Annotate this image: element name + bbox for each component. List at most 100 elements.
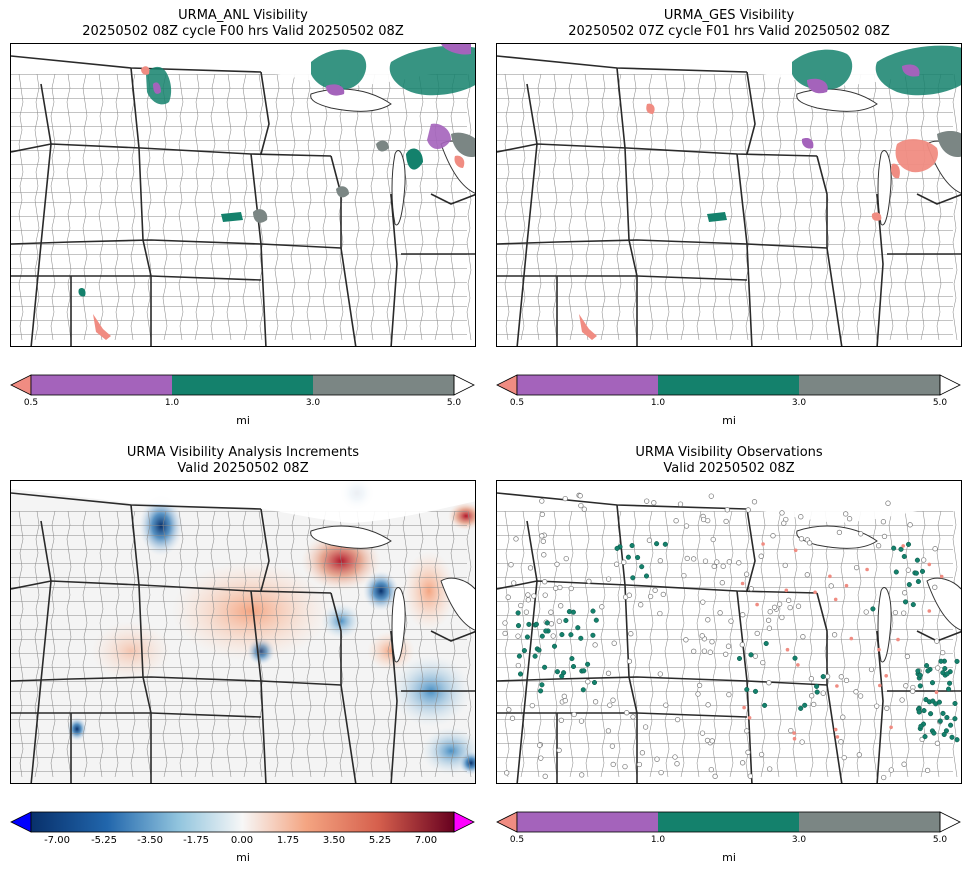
obs-marker-1-3mi	[913, 570, 919, 576]
obs-marker-clear	[744, 728, 750, 734]
obs-marker-clear	[657, 671, 663, 677]
obs-marker-clear	[581, 506, 587, 512]
obs-marker-clear	[885, 500, 891, 506]
obs-marker-clear	[934, 740, 941, 746]
colorbar-tick: 0.5	[509, 398, 525, 408]
obs-marker-1-3mi	[923, 697, 929, 703]
obs-marker-clear	[701, 648, 708, 654]
obs-marker-1-3mi	[946, 686, 952, 692]
colorbar-tick: 5.0	[932, 835, 948, 845]
colorbar-tick: -7.00	[44, 835, 70, 846]
obs-marker-clear	[699, 633, 705, 639]
obs-marker-clear	[824, 673, 831, 680]
obs-marker-clear	[843, 511, 849, 517]
obs-marker-clear	[711, 563, 717, 570]
obs-marker-1-3mi	[532, 653, 538, 659]
obs-marker-1-3mi	[938, 658, 944, 664]
obs-marker-clear	[940, 649, 946, 656]
obs-marker-clear	[723, 518, 729, 525]
obs-marker-lt-0-5mi	[896, 637, 900, 642]
colorbar-unit: mi	[236, 414, 250, 427]
obs-marker-1-3mi	[614, 545, 620, 551]
obs-marker-clear	[558, 603, 564, 609]
obs-marker-clear	[705, 617, 711, 623]
obs-marker-lt-0-5mi	[833, 597, 838, 602]
obs-marker-lt-0-5mi	[884, 674, 888, 678]
title-line-1: URMA Visibility Analysis Increments	[126, 445, 360, 460]
obs-marker-clear	[539, 511, 545, 518]
obs-marker-1-3mi	[925, 668, 931, 674]
obs-marker-clear	[630, 714, 636, 720]
obs-marker-1-3mi	[551, 643, 558, 649]
visibility-fields	[579, 45, 961, 340]
colorbar-graphic	[10, 811, 475, 833]
obs-marker-clear	[509, 715, 516, 721]
obs-marker-clear	[523, 609, 530, 615]
obs-marker-clear	[504, 770, 510, 776]
obs-marker-clear	[579, 772, 585, 778]
obs-marker-clear	[691, 648, 697, 654]
obs-marker-clear	[921, 557, 927, 563]
obs-marker-clear	[935, 665, 941, 671]
obs-marker-clear	[561, 693, 567, 699]
title-line-2: 20250502 08Z cycle F00 hrs Valid 2025050…	[82, 24, 404, 39]
obs-marker-1-3mi	[570, 663, 577, 670]
obs-marker-clear	[705, 702, 711, 708]
obs-marker-clear	[770, 533, 776, 539]
obs-marker-1-3mi	[910, 602, 916, 608]
obs-marker-clear	[771, 604, 778, 610]
obs-marker-1-3mi	[940, 710, 946, 716]
obs-marker-1-3mi	[639, 564, 645, 570]
obs-marker-clear	[747, 773, 753, 779]
obs-marker-1-3mi	[792, 655, 798, 661]
obs-marker-clear	[811, 701, 817, 708]
obs-marker-lt-0-5mi	[849, 636, 854, 641]
obs-marker-clear	[799, 739, 805, 745]
basemap-boundaries	[11, 481, 475, 783]
obs-marker-1-3mi	[918, 723, 924, 729]
obs-marker-1-3mi	[662, 541, 668, 547]
obs-marker-1-3mi	[524, 634, 530, 640]
obs-marker-clear	[798, 536, 805, 542]
obs-marker-1-3mi	[814, 683, 820, 689]
panel-analysis-increments: URMA Visibility Analysis Increments Vali…	[10, 445, 476, 875]
obs-marker-clear	[652, 587, 658, 593]
obs-marker-1-3mi	[763, 640, 769, 647]
obs-marker-clear	[578, 718, 585, 724]
obs-marker-clear	[884, 705, 890, 711]
colorbar-tick: -1.75	[183, 835, 209, 846]
obs-marker-clear	[541, 552, 547, 558]
panel-title: URMA_GES Visibility 20250502 07Z cycle F…	[496, 8, 962, 40]
obs-marker-1-3mi	[929, 680, 936, 686]
title-line-2: Valid 20250502 08Z	[177, 461, 309, 476]
obs-marker-clear	[540, 538, 546, 544]
obs-marker-clear	[709, 738, 715, 744]
obs-marker-lt-0-5mi	[761, 542, 765, 546]
obs-marker-clear	[508, 562, 514, 568]
obs-marker-clear	[856, 752, 862, 758]
obs-marker-clear	[568, 585, 574, 592]
colorbar-tick: 5.0	[932, 398, 948, 408]
title-line-2: 20250502 07Z cycle F01 hrs Valid 2025050…	[568, 24, 890, 39]
obs-marker-1-3mi	[906, 582, 912, 588]
obs-marker-clear	[708, 493, 714, 499]
obs-marker-clear	[709, 639, 715, 645]
obs-marker-clear	[525, 597, 531, 603]
obs-marker-clear	[781, 520, 787, 526]
obs-marker-1-3mi	[578, 635, 584, 641]
obs-marker-1-3mi	[543, 628, 549, 634]
colorbar-tick: 7.00	[414, 835, 438, 846]
obs-marker-1-3mi	[554, 669, 560, 675]
obs-marker-lt-0-5mi	[878, 683, 882, 688]
obs-marker-clear	[843, 677, 850, 684]
obs-marker-1-3mi	[516, 653, 522, 659]
colorbar-tick: -3.50	[137, 835, 163, 846]
title-line-1: URMA_ANL Visibility	[178, 8, 308, 23]
obs-marker-clear	[787, 604, 793, 611]
obs-marker-clear	[585, 679, 591, 685]
obs-marker-1-3mi	[630, 575, 636, 581]
visibility-fields	[78, 44, 475, 340]
colorbar	[496, 811, 962, 833]
obs-marker-clear	[765, 617, 772, 623]
obs-marker-clear	[720, 563, 726, 569]
